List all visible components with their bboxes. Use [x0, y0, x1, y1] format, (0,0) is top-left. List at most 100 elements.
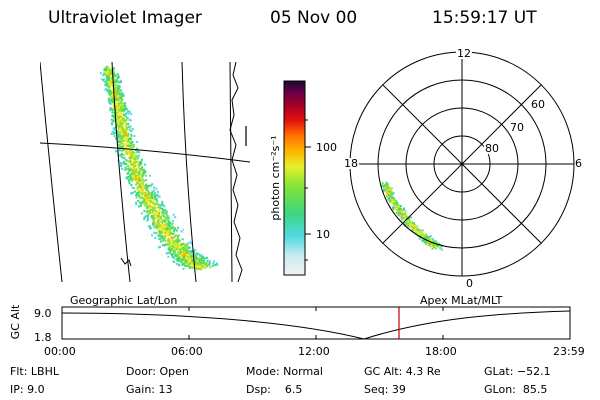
emission-pixel	[156, 225, 159, 228]
emission-pixel	[104, 69, 107, 71]
emission-pixel	[198, 256, 201, 259]
emission-pixel	[151, 218, 154, 221]
emission-pixel	[169, 249, 172, 252]
emission-pixel	[149, 207, 152, 210]
emission-pixel	[161, 225, 164, 228]
emission-pixel	[171, 248, 173, 251]
emission-pixel	[141, 158, 143, 161]
emission-pixel	[136, 192, 139, 195]
emission-pixel	[131, 147, 133, 150]
emission-pixel	[167, 243, 170, 246]
emission-pixel	[127, 122, 130, 125]
emission-pixel	[206, 259, 209, 262]
emission-pixel	[156, 190, 159, 193]
emission-pixel	[127, 133, 130, 136]
emission-pixel	[129, 144, 132, 147]
emission-pixel	[150, 216, 153, 219]
emission-pixel	[162, 218, 165, 221]
emission-pixel	[201, 267, 204, 270]
emission-pixel	[136, 176, 139, 179]
emission-pixel	[128, 182, 131, 185]
emission-pixel	[150, 200, 153, 203]
emission-pixel	[113, 81, 116, 84]
emission-pixel	[109, 99, 112, 102]
emission-pixel	[389, 182, 392, 185]
emission-pixel	[177, 248, 180, 251]
emission-pixel	[117, 95, 120, 98]
emission-pixel	[115, 137, 118, 140]
emission-pixel	[202, 263, 205, 266]
emission-pixel	[159, 229, 162, 232]
emission-pixel	[160, 217, 163, 220]
emission-pixel	[161, 229, 164, 232]
emission-pixel	[396, 205, 399, 207]
emission-pixel	[383, 187, 386, 190]
emission-pixel	[120, 96, 123, 98]
emission-pixel	[177, 264, 180, 267]
emission-pixel	[159, 240, 162, 243]
emission-pixel	[186, 260, 188, 263]
emission-pixel	[169, 224, 172, 227]
emission-pixel	[191, 257, 194, 260]
emission-pixel	[159, 215, 162, 218]
emission-pixel	[173, 247, 176, 249]
emission-pixel	[127, 164, 130, 167]
emission-pixel	[127, 160, 130, 163]
emission-pixel	[172, 245, 175, 248]
emission-pixel	[197, 252, 200, 255]
emission-pixel	[109, 93, 112, 96]
emission-pixel	[123, 104, 126, 107]
emission-pixel	[173, 226, 176, 229]
emission-pixel	[404, 224, 407, 226]
emission-pixel	[177, 234, 180, 237]
emission-pixel	[187, 252, 190, 255]
emission-pixel	[142, 172, 145, 175]
emission-pixel	[150, 214, 153, 217]
emission-pixel	[120, 124, 123, 127]
emission-pixel	[146, 218, 149, 221]
emission-pixel	[389, 196, 392, 199]
emission-pixel	[174, 253, 177, 256]
emission-pixel	[137, 161, 139, 164]
emission-pixel	[168, 221, 171, 224]
colorbar-tick-label-100: 100	[316, 141, 337, 154]
emission-pixel	[189, 259, 192, 262]
emission-pixel	[110, 118, 113, 121]
emission-pixel	[123, 130, 125, 133]
seq-value: Seq: 39	[364, 383, 406, 396]
emission-pixel	[133, 165, 136, 168]
emission-pixel	[149, 227, 151, 230]
emission-pixel	[194, 255, 197, 258]
emission-pixel	[186, 244, 189, 247]
emission-pixel	[147, 225, 150, 228]
emission-pixel	[406, 216, 409, 219]
timeline-axis-title: GC Alt	[9, 304, 22, 340]
emission-pixel	[135, 183, 138, 186]
emission-pixel	[174, 248, 177, 251]
emission-pixel	[157, 195, 160, 198]
emission-pixel	[144, 163, 146, 166]
mlt-label-0: 0	[466, 277, 473, 290]
emission-pixel	[186, 264, 189, 267]
emission-pixel	[131, 144, 134, 147]
emission-pixel	[115, 116, 117, 119]
emission-pixel	[142, 180, 144, 183]
emission-pixel	[391, 199, 394, 202]
emission-pixel	[407, 220, 410, 223]
emission-pixel	[181, 261, 184, 264]
emission-pixel	[173, 249, 175, 252]
emission-pixel	[172, 220, 174, 223]
emission-pixel	[141, 176, 144, 179]
emission-pixel	[130, 192, 133, 195]
emission-pixel	[123, 108, 125, 111]
emission-pixel	[107, 90, 110, 92]
emission-pixel	[211, 264, 214, 267]
emission-pixel	[132, 143, 135, 146]
emission-pixel	[127, 176, 130, 178]
emission-pixel	[117, 74, 120, 77]
emission-pixel	[403, 222, 406, 225]
emission-pixel	[165, 210, 168, 213]
emission-pixel	[114, 87, 117, 89]
emission-pixel	[161, 221, 164, 224]
emission-pixel	[131, 177, 134, 180]
